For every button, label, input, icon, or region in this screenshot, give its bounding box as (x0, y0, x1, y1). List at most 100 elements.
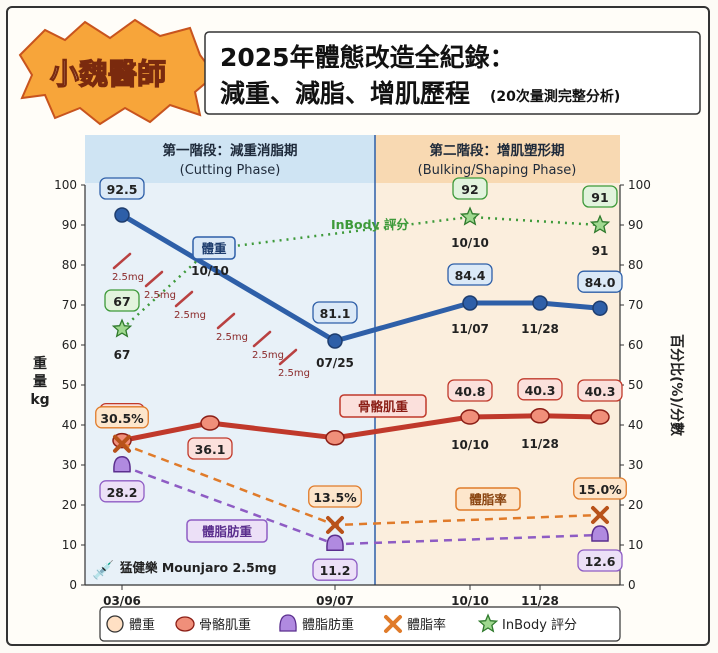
series-line (121, 413, 601, 444)
y-tick-left-label: 60 (62, 338, 77, 352)
y-tick-left-label: 100 (54, 178, 77, 192)
x-tick-label: 09/07 (316, 594, 354, 608)
data-label-box (573, 477, 627, 500)
series-layer: 92.581.107/2584.411/0711/2884.036.136.14… (95, 177, 627, 581)
data-label: 40.3 (585, 384, 616, 399)
weight-point (532, 295, 548, 311)
fat-rate-point (326, 516, 344, 534)
y-tick-left-label: 80 (62, 258, 77, 272)
fat-blob-icon (279, 614, 297, 632)
y-tick-left-label: 50 (62, 378, 77, 392)
muscle-tag: 骨骼肌重 (358, 399, 409, 414)
point-date-label: 07/25 (316, 356, 354, 370)
legend-box (99, 606, 621, 642)
fat-mass-tag-box (186, 519, 268, 543)
brand-burst (18, 18, 217, 126)
phase2-label: 第二階段：增肌塑形期 (430, 142, 565, 159)
data-label: 11.2 (320, 563, 351, 578)
left-axis-title-2: 量 (33, 374, 47, 390)
y-tick-right-label: 40 (628, 418, 643, 432)
phase2-header (375, 135, 620, 183)
weight-tag-box (192, 236, 236, 260)
syringe-mark (252, 330, 272, 348)
fat-mass-tag: 體脂肪重 (202, 524, 253, 539)
data-label: 84.4 (455, 268, 486, 283)
point-date-label: 91 (592, 244, 609, 258)
y-ticks-left: 0 10 20 30 40 50 60 70 80 90 100 (54, 178, 85, 592)
inbody-point (111, 318, 133, 338)
data-label: 67 (113, 294, 130, 309)
muscle-point (325, 430, 345, 446)
data-label-box (452, 177, 488, 200)
fat-mass-point (591, 525, 609, 542)
dose-label: 2.5mg (144, 290, 176, 301)
title-line-2: 減重、減脂、增肌歷程 (220, 79, 470, 108)
y-tick-right-label: 90 (628, 218, 643, 232)
x-tick-label: 10/10 (451, 594, 489, 608)
muscle-point (200, 415, 220, 431)
face-icon (106, 615, 124, 633)
y-tick-left-label: 30 (62, 458, 77, 472)
data-label-box (582, 185, 618, 208)
brand-title: 小魏醫師 (50, 57, 166, 91)
y-tick-right-label: 60 (628, 338, 643, 352)
y-tick-left-label: 10 (62, 538, 77, 552)
fat-rate-point (591, 506, 609, 524)
right-axis-title: 百分比(%)/分數 (668, 334, 685, 436)
fat-rate-tag-box (455, 487, 521, 511)
y-tick-right-label: 100 (628, 178, 651, 192)
data-label: 91 (591, 190, 608, 205)
dose-label: 2.5mg (216, 332, 248, 343)
weight-point (592, 300, 608, 316)
legend-label: 體重 (129, 617, 155, 633)
data-label-box (577, 270, 623, 293)
y-tick-right-label: 80 (628, 258, 643, 272)
data-label-box (312, 558, 358, 581)
syringe-mark (144, 270, 164, 288)
y-tick-left-label: 70 (62, 298, 77, 312)
dose-label: 2.5mg (174, 310, 206, 321)
x-ticks: 03/06 09/07 10/10 11/28 (103, 585, 559, 608)
syringe-mark (174, 290, 194, 308)
muscle-tag-box (339, 394, 427, 418)
y-ticks-right: 0 10 20 30 40 50 60 70 80 90 100 (620, 178, 651, 592)
fat-mass-point (326, 534, 344, 551)
phase1-sub: (Cutting Phase) (180, 163, 281, 178)
data-label-box (577, 379, 623, 402)
syringe-mark (278, 348, 298, 366)
phase2-sub: (Bulking/Shaping Phase) (418, 163, 577, 178)
data-label: 92 (461, 182, 478, 197)
dose-label: 2.5mg (112, 272, 144, 283)
series-4: 67 67 10/10 92 10/10 91 91 (104, 177, 618, 362)
data-label-box (517, 378, 563, 401)
data-label-box (99, 480, 145, 503)
syringe-icon: 💉 (92, 559, 114, 581)
y-tick-right-label: 30 (628, 458, 643, 472)
inbody-point (589, 214, 611, 234)
y-tick-left-label: 0 (69, 578, 77, 592)
phase1-header (85, 135, 375, 183)
series-2: 28.2 11.2 12.6 (99, 456, 623, 581)
muscle-point (530, 408, 550, 424)
muscle-point (590, 409, 610, 425)
data-label: 28.2 (107, 485, 138, 500)
inbody-tag: InBody 評分 (331, 217, 410, 232)
title-note: (20次量測完整分析) (490, 88, 620, 105)
x-tick-label: 03/06 (103, 594, 141, 608)
annotations: 體重 InBody 評分 骨骼肌重 體脂肪重 體脂率 💉 猛健樂 Mounjar… (92, 217, 521, 581)
data-label-box (308, 485, 362, 508)
legend: 體重 骨骼肌重 體脂肪重 體脂率 InBody 評分 (106, 613, 577, 633)
data-label: 12.6 (585, 554, 616, 569)
muscle-icon (175, 616, 195, 632)
point-date-label: 11/28 (521, 322, 559, 336)
y-tick-left-label: 20 (62, 498, 77, 512)
data-label: 40.3 (525, 383, 556, 398)
series-3: 30.5% 13.5% 15.0% (95, 406, 627, 534)
title-line-1: 2025年體態改造全紀錄： (220, 43, 515, 72)
data-label-box (187, 437, 233, 460)
left-axis-title-3: kg (30, 392, 49, 408)
x-tick-label: 11/28 (521, 594, 559, 608)
